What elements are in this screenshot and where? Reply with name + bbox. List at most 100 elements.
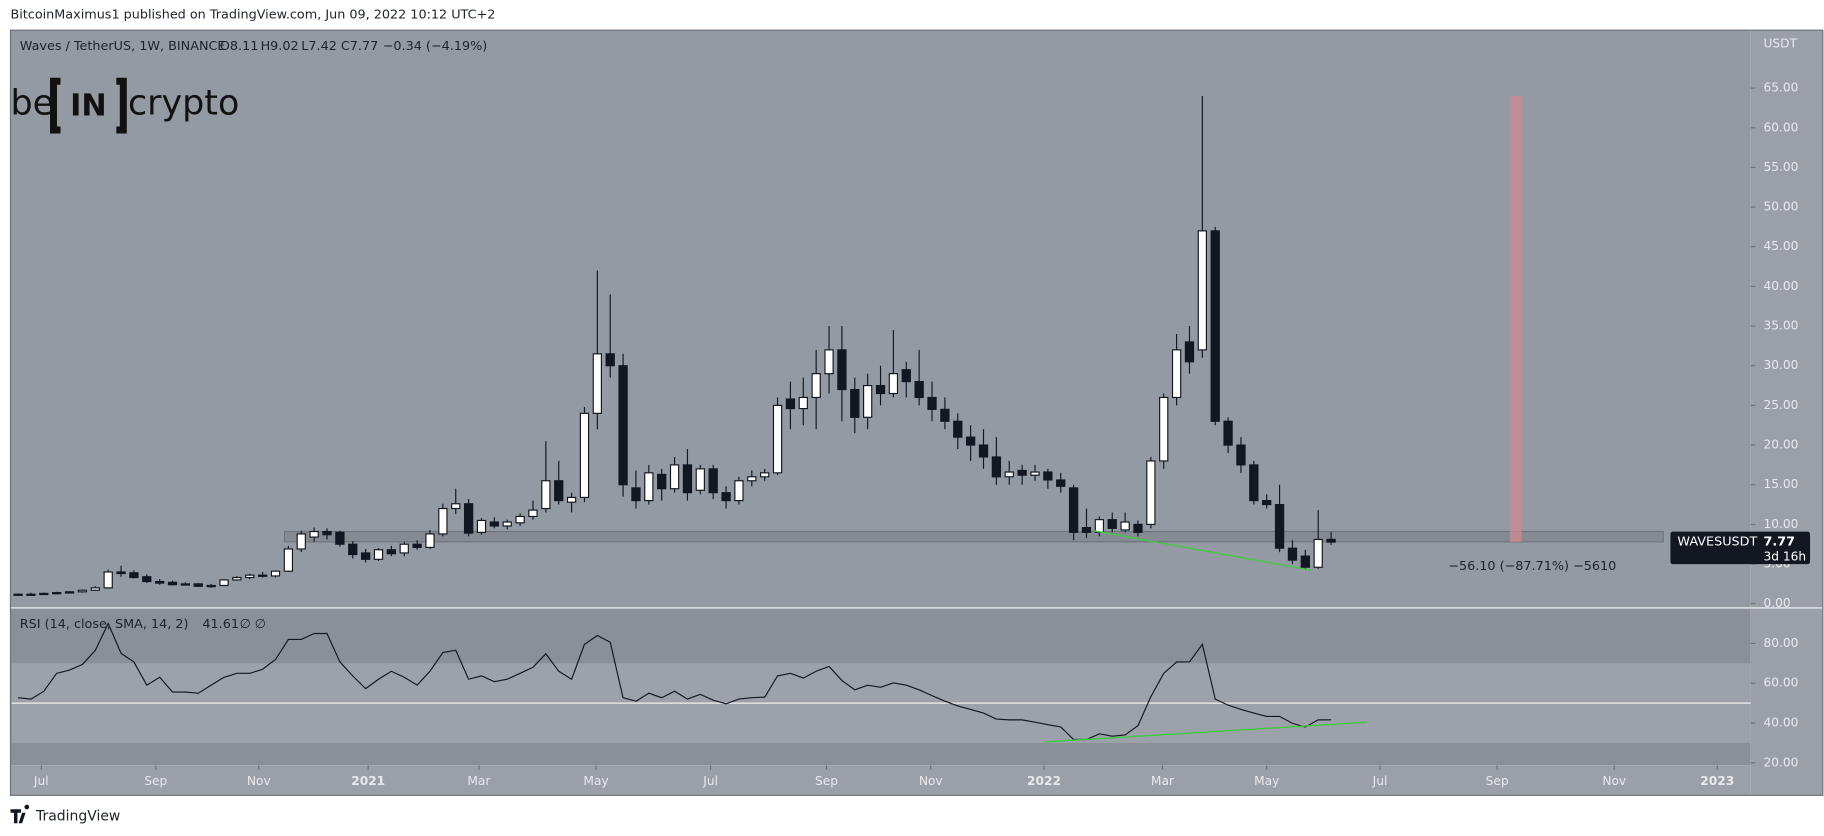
logo-bracket	[50, 77, 127, 134]
rsi-extra: ∅	[240, 617, 251, 632]
price-tag-countdown: 3d 16h	[1764, 550, 1807, 564]
x-tick-label: Jul	[702, 774, 718, 788]
candle-body	[476, 519, 487, 533]
y-tick-label: 50.00	[1764, 200, 1799, 214]
candle-body	[991, 456, 1002, 478]
candle-body	[309, 530, 319, 538]
logo-in: IN	[70, 88, 107, 123]
candle-body	[605, 353, 615, 367]
x-tick-label: 2022	[1027, 774, 1061, 788]
candle-body	[978, 444, 989, 458]
frame	[9, 29, 1824, 796]
x-tick-label: Jul	[1372, 774, 1388, 788]
candle-body	[1197, 230, 1207, 351]
candle-body	[1133, 523, 1143, 533]
candle-body	[566, 496, 577, 503]
candle-body	[1094, 519, 1105, 533]
y-tick-label: 35.00	[1764, 319, 1799, 333]
candle-body	[1056, 479, 1066, 487]
price-tag-value: 7.77	[1764, 535, 1796, 550]
candle-body	[914, 381, 924, 399]
y-tick-label: 65.00	[1764, 81, 1799, 95]
x-tick-label: 2023	[1700, 774, 1734, 788]
candle-body	[901, 369, 911, 383]
candle-body	[1171, 349, 1182, 399]
rsi-label: RSI (14, close, SMA, 14, 2)	[20, 617, 189, 632]
candle-body	[232, 576, 242, 581]
candle-body	[1159, 396, 1169, 462]
candle-body	[631, 487, 641, 502]
support-zone	[283, 530, 1664, 543]
candle-body	[451, 503, 461, 510]
candle-body	[142, 576, 152, 583]
candle-body	[425, 533, 435, 548]
candle-body	[592, 353, 602, 414]
x-tick-label: May	[1254, 774, 1279, 788]
candle-body	[965, 436, 976, 446]
candle-body	[850, 388, 860, 418]
candle-body	[116, 571, 126, 575]
candle-body	[1262, 500, 1272, 506]
candle-body	[734, 480, 744, 502]
candle-body	[90, 587, 100, 591]
legend-high: H9.02	[261, 39, 299, 54]
legend-open: O8.11	[220, 39, 259, 54]
rsi-y-tick-label: 20.00	[1764, 755, 1799, 769]
candle-body	[502, 521, 512, 527]
candle-body	[1107, 519, 1117, 529]
candle-body	[13, 593, 23, 596]
time-axis	[10, 765, 1751, 796]
candle-body	[1146, 460, 1156, 525]
candle-body	[760, 472, 770, 478]
candle-body	[1223, 420, 1233, 446]
y-tick-label: 0.00	[1764, 596, 1791, 610]
x-tick-label: 2021	[351, 774, 385, 788]
candle-body	[1287, 547, 1298, 561]
rsi-y-tick-label: 60.00	[1764, 676, 1799, 690]
candle-body	[1068, 487, 1079, 533]
logo-be: be	[10, 84, 54, 124]
x-tick-label: Mar	[1151, 774, 1175, 788]
candle-body	[1017, 469, 1027, 476]
candle-body	[193, 583, 203, 587]
candle-body	[1313, 538, 1323, 568]
measure-label: −56.10 (−87.71%) −5610	[1448, 559, 1616, 574]
candle-body	[1300, 555, 1310, 568]
candle-body	[541, 480, 551, 510]
legend-change: −0.34 (−4.19%)	[383, 39, 487, 54]
candle-body	[695, 468, 705, 491]
candle-body	[219, 579, 229, 587]
candle-body	[399, 543, 409, 554]
rsi-y-tick-label: 40.00	[1764, 716, 1799, 730]
candle-body	[798, 396, 808, 410]
candle-body	[1043, 471, 1053, 481]
logo-crypto: crypto	[128, 84, 239, 124]
candle-body	[1081, 526, 1092, 533]
x-tick-label: Sep	[1486, 774, 1509, 788]
candle-body	[682, 464, 693, 494]
candle-body	[824, 349, 834, 375]
candle-body	[245, 574, 255, 579]
header: BitcoinMaximus1 published on TradingView…	[10, 8, 495, 23]
x-tick-label: Sep	[144, 774, 167, 788]
rsi-line	[17, 622, 1332, 741]
candle-body	[863, 384, 873, 418]
candle-body	[644, 472, 654, 502]
x-tick-label: Nov	[1602, 774, 1626, 788]
candle-body	[335, 531, 345, 545]
candle-body	[785, 398, 796, 410]
candle-body	[669, 464, 680, 490]
candle-body	[657, 473, 667, 490]
candle-body	[1184, 341, 1195, 363]
y-tick-label: 40.00	[1764, 279, 1799, 293]
y-tick-label: 20.00	[1764, 438, 1799, 452]
candle-body	[257, 574, 268, 577]
candle-body	[811, 373, 821, 399]
y-tick-label: 55.00	[1764, 160, 1799, 174]
candle-body	[772, 404, 783, 474]
candle-body	[463, 503, 474, 534]
x-tick-label: Mar	[467, 774, 491, 788]
candle-body	[1120, 521, 1130, 531]
candle-body	[1210, 230, 1220, 422]
candle-body	[1249, 464, 1259, 502]
